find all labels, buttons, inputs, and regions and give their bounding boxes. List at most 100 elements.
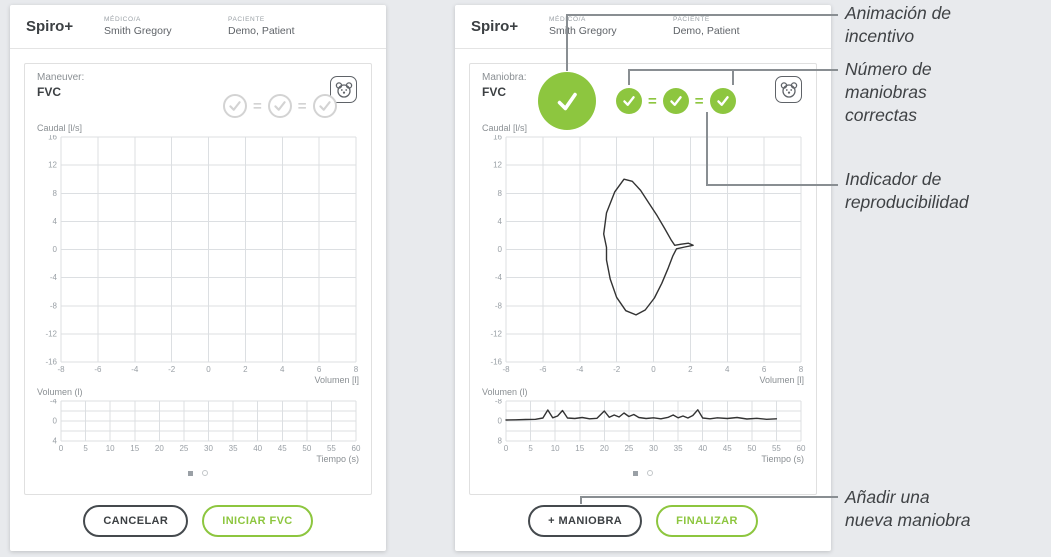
svg-text:-4: -4 (50, 273, 58, 282)
maneuver-value: FVC (37, 85, 61, 99)
svg-text:6: 6 (762, 365, 767, 374)
svg-text:0: 0 (206, 365, 211, 374)
svg-text:-4: -4 (576, 365, 584, 374)
page-dot-active[interactable] (188, 470, 193, 476)
cancel-button[interactable]: CANCELAR (83, 505, 189, 537)
patient-label: PACIENTE (228, 16, 265, 23)
volume-time-axis-title: Volumen (l) (482, 387, 528, 397)
svg-text:55: 55 (327, 444, 336, 453)
svg-text:50: 50 (747, 444, 756, 453)
pagination-dots (482, 470, 804, 476)
patient-info: PACIENTE Demo, Patient (673, 16, 740, 37)
svg-text:8: 8 (498, 189, 503, 198)
page-dot-active[interactable] (633, 470, 638, 476)
volume-time-chart: 0 5 10 15 20 25 30 35 40 45 50 55 60-404 (50, 399, 361, 453)
svg-text:-8: -8 (57, 365, 65, 374)
check-circle-icon (267, 94, 292, 118)
volume-time-chart: 0 5 10 15 20 25 30 35 40 45 50 55 60-808 (495, 399, 806, 453)
pagination-dots (37, 470, 359, 476)
check-circle-icon (662, 88, 689, 114)
start-fvc-button[interactable]: INICIAR FVC (202, 505, 313, 537)
svg-text:50: 50 (302, 444, 311, 453)
time-axis-title: Tiempo (s) (316, 454, 359, 464)
svg-text:30: 30 (649, 444, 658, 453)
svg-text:8: 8 (53, 189, 58, 198)
volume-axis-title: Volumen [l] (314, 375, 359, 385)
doctor-label: MÉDICO/A (549, 16, 586, 23)
incentive-animation-toggle[interactable] (330, 76, 357, 103)
maneuver-card: Maneuver: FVC = = (24, 63, 372, 495)
patient-info: PACIENTE Demo, Patient (228, 16, 295, 37)
svg-text:0: 0 (53, 245, 58, 254)
reproducibility-equals: = (648, 92, 657, 110)
svg-text:40: 40 (253, 444, 262, 453)
svg-text:40: 40 (698, 444, 707, 453)
svg-text:16: 16 (493, 135, 502, 142)
finish-button[interactable]: FINALIZAR (656, 505, 758, 537)
svg-text:0: 0 (504, 444, 509, 453)
maneuver-card: Maniobra: FVC = (469, 63, 817, 495)
svg-text:-4: -4 (495, 273, 503, 282)
svg-text:10: 10 (106, 444, 115, 453)
add-maneuver-button[interactable]: + MANIOBRA (528, 505, 643, 537)
svg-text:8: 8 (799, 365, 804, 374)
svg-text:15: 15 (575, 444, 584, 453)
check-circle-icon (223, 94, 247, 118)
svg-text:-2: -2 (168, 365, 176, 374)
doctor-label: MÉDICO/A (104, 16, 141, 23)
incentive-animation-toggle[interactable] (775, 76, 802, 103)
spiro-screen-results: Spiro+ MÉDICO/A Smith Gregory PACIENTE D… (455, 5, 831, 551)
svg-text:-12: -12 (490, 329, 502, 338)
patient-label: PACIENTE (673, 16, 710, 23)
doctor-info: MÉDICO/A Smith Gregory (104, 16, 228, 37)
svg-text:0: 0 (651, 365, 656, 374)
svg-text:0: 0 (498, 245, 503, 254)
action-buttons: + MANIOBRA FINALIZAR (455, 505, 831, 537)
check-circle-icon (312, 94, 337, 118)
svg-text:-6: -6 (94, 365, 102, 374)
app-header: Spiro+ MÉDICO/A Smith Gregory PACIENTE D… (10, 5, 386, 49)
incentive-animation-icon (335, 81, 352, 98)
flow-axis-title: Caudal [l/s] (482, 123, 528, 133)
svg-text:4: 4 (280, 365, 285, 374)
patient-name: Demo, Patient (673, 25, 740, 37)
svg-text:45: 45 (723, 444, 732, 453)
svg-text:-8: -8 (495, 301, 503, 310)
svg-text:-2: -2 (613, 365, 621, 374)
svg-text:6: 6 (317, 365, 322, 374)
incentive-big-check-icon (538, 72, 596, 130)
svg-text:-16: -16 (490, 358, 502, 367)
svg-text:2: 2 (688, 365, 693, 374)
svg-text:-4: -4 (131, 365, 139, 374)
doctor-name: Smith Gregory (549, 25, 617, 37)
svg-text:35: 35 (229, 444, 238, 453)
flow-volume-chart: -8 -6 -4 -2 0 2 4 6 8 16 12 8 4 0 -4 -8 -12 -16 (490, 135, 804, 374)
reproducibility-equals: = (297, 97, 307, 115)
action-buttons: CANCELAR INICIAR FVC (10, 505, 386, 537)
svg-text:12: 12 (493, 161, 502, 170)
svg-text:45: 45 (278, 444, 287, 453)
reproducibility-equals: = (694, 92, 704, 110)
app-header: Spiro+ MÉDICO/A Smith Gregory PACIENTE D… (455, 5, 831, 49)
annotation-add-maneuver: Añadir una nueva maniobra (845, 487, 971, 531)
maneuver-label: Maneuver: (37, 72, 85, 83)
svg-text:4: 4 (53, 437, 58, 446)
svg-text:10: 10 (551, 444, 560, 453)
svg-text:5: 5 (83, 444, 88, 453)
maneuver-info: Maniobra: FVC (482, 72, 804, 99)
svg-text:15: 15 (130, 444, 139, 453)
check-circle-icon (709, 88, 736, 114)
time-axis-title: Tiempo (s) (761, 454, 804, 464)
page-dot[interactable] (647, 470, 653, 476)
svg-text:5: 5 (528, 444, 533, 453)
check-circle-icon (616, 88, 642, 114)
annotation-correct-maneuvers: Número de maniobras correctas (845, 59, 932, 126)
svg-text:2: 2 (243, 365, 248, 374)
page-dot[interactable] (202, 470, 208, 476)
annotation-reproducibility: Indicador de reproducibilidad (845, 169, 969, 213)
doctor-name: Smith Gregory (104, 25, 172, 37)
svg-text:55: 55 (772, 444, 781, 453)
svg-text:4: 4 (53, 217, 58, 226)
flow-volume-chart: -8 -6 -4 -2 0 2 4 6 8 16 12 8 4 0 -4 -8 -12 -16 (45, 135, 358, 374)
